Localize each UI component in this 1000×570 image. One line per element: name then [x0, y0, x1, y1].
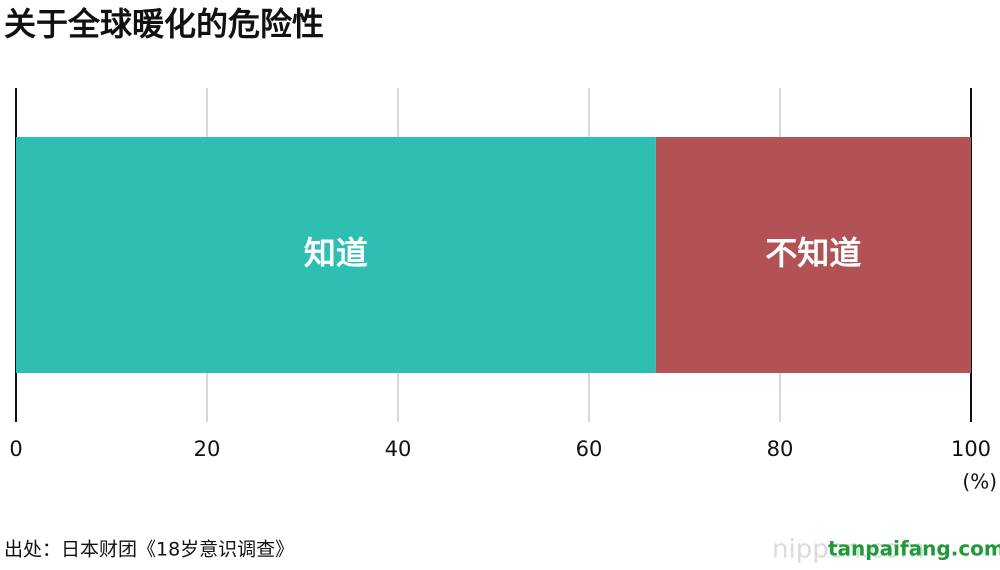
watermark: nippon.com	[772, 535, 925, 565]
bar-segment	[655, 137, 971, 373]
x-axis-label: (%)	[962, 470, 997, 494]
x-tick-label: 100	[951, 437, 991, 461]
segment-label: 知道	[304, 234, 368, 272]
segment-label: 不知道	[765, 234, 861, 272]
watermark: tanpaifang.com	[828, 537, 1000, 561]
x-tick-label: 40	[385, 437, 412, 461]
chart-title: 关于全球暖化的危险性	[4, 5, 324, 43]
x-tick-label: 20	[194, 437, 221, 461]
bar-segment	[16, 137, 656, 373]
source: 出处：日本财团《18岁意识调查》	[4, 539, 294, 561]
x-tick-label: 60	[576, 437, 603, 461]
x-tick-label: 0	[9, 437, 22, 461]
x-tick-label: 80	[767, 437, 794, 461]
